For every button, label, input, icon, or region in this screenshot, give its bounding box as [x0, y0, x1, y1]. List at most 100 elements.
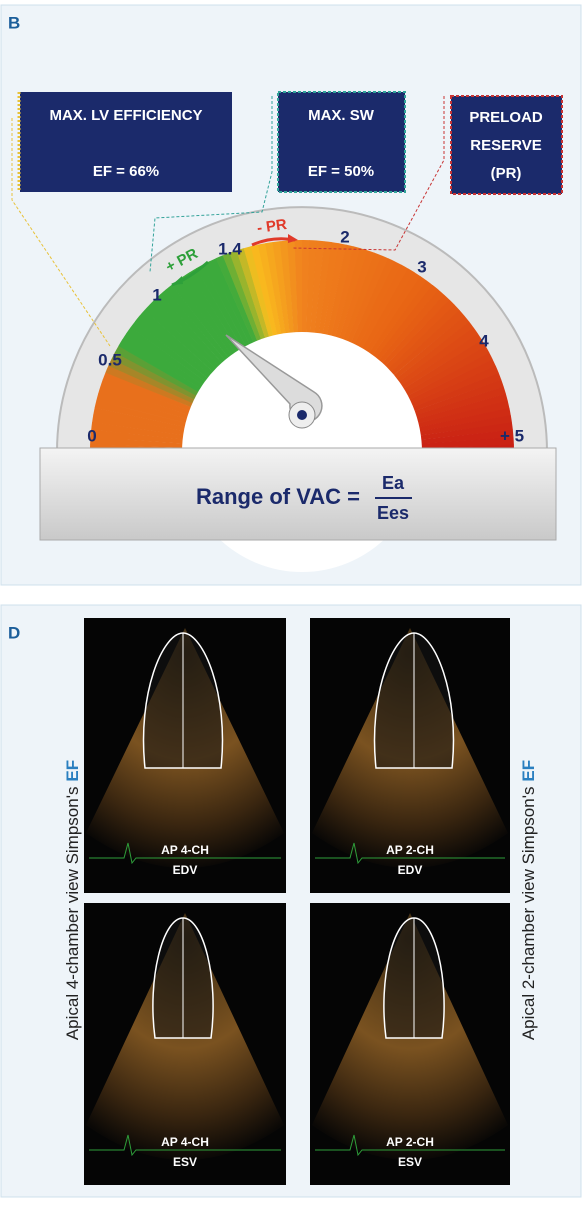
ecg [89, 1134, 281, 1157]
band-segment [114, 345, 200, 397]
band-segment [91, 422, 186, 440]
band-segment [417, 407, 511, 432]
band-segment [154, 294, 224, 368]
box-text: PRELOAD [469, 109, 543, 126]
band-segment [139, 309, 215, 377]
band-segment [342, 252, 382, 343]
band-segment [418, 415, 512, 436]
band-segment [384, 299, 455, 371]
band-segment [371, 280, 433, 360]
band-segment [330, 246, 361, 339]
box-text: EF = 66% [93, 163, 159, 180]
caption-text: Apical 4-chamber view Simpson's [63, 787, 82, 1041]
band-segment [92, 414, 186, 436]
phase-label: ESV [398, 1155, 422, 1169]
band-segment [144, 304, 218, 373]
box [20, 92, 232, 192]
band-segment [257, 243, 282, 337]
band-segment [236, 248, 270, 340]
gauge-label: 2 [340, 227, 349, 246]
arrow-head [172, 276, 183, 285]
band-segment [108, 358, 196, 404]
connector [11, 118, 111, 347]
band-segment [149, 299, 221, 370]
box [277, 91, 406, 193]
band-segment [250, 244, 278, 338]
band-segment [377, 289, 445, 365]
band-segment [122, 333, 205, 390]
band-segment [90, 436, 185, 448]
view-label: AP 4-CH [161, 1135, 209, 1149]
band-segment [361, 268, 415, 352]
view-label: AP 2-CH [386, 1135, 434, 1149]
band-segment [386, 304, 460, 374]
band-segment [346, 255, 389, 345]
gauge-label: 0 [87, 426, 96, 445]
band-segment [353, 261, 402, 348]
band-segment [397, 327, 478, 387]
band-segment [183, 272, 240, 355]
band-segment [118, 339, 202, 393]
band-segment [368, 276, 427, 357]
band-segment [389, 310, 465, 377]
band-segment [334, 248, 368, 340]
gauge-label: 3 [417, 257, 426, 276]
panel-label: D [8, 623, 20, 642]
band-segment [408, 359, 496, 405]
needle-dot [297, 410, 307, 420]
ecg [89, 842, 281, 865]
band-segment [189, 268, 244, 352]
band-segment [98, 386, 190, 420]
ecg [315, 1134, 505, 1157]
band-segment [294, 239, 303, 335]
band-segment [414, 386, 506, 420]
band-segment [160, 289, 227, 365]
caption-text: Apical 2-chamber view Simpson's [519, 787, 538, 1041]
band-segment [196, 264, 247, 350]
band-segment [310, 240, 325, 335]
band-segment [100, 379, 192, 416]
band-segment [326, 244, 354, 338]
arrow-head [288, 234, 298, 243]
band-segment [105, 365, 195, 408]
ecg [315, 842, 505, 865]
band-segment [338, 250, 375, 342]
band-segment [93, 407, 187, 432]
band-segment [306, 240, 318, 335]
minus-pr: - PR [256, 216, 288, 237]
view-label: AP 2-CH [386, 843, 434, 857]
band-segment [102, 372, 193, 412]
band-segment [322, 243, 347, 337]
band-segment [111, 352, 198, 401]
formula-denominator: Ees [377, 503, 409, 523]
band-segment [419, 437, 514, 449]
band-segment [130, 321, 210, 383]
band-segment [399, 333, 482, 390]
band-segment [96, 393, 189, 424]
band-segment [411, 372, 502, 412]
band-segment [357, 264, 409, 350]
band-segment [265, 242, 286, 336]
box [450, 95, 563, 195]
left-caption: Apical 4-chamber view Simpson's EF [63, 760, 82, 1040]
band-segment [418, 422, 513, 440]
band-segment [222, 252, 262, 343]
gauge-label: + 5 [500, 426, 524, 445]
band-segment [209, 258, 255, 346]
box-text: RESERVE [470, 137, 541, 154]
gauge-label: 4 [479, 331, 489, 350]
caption-highlight: EF [63, 760, 82, 782]
band-segment [243, 246, 274, 339]
formula-text: Range of VAC = [196, 484, 360, 509]
connector [291, 96, 445, 251]
gauge-label: 1.4 [218, 239, 242, 258]
band-segment [171, 280, 233, 359]
box-text: MAX. SW [308, 107, 375, 124]
band-segment [381, 294, 450, 368]
band-segment [404, 346, 490, 397]
band-segment [165, 284, 230, 362]
phase-label: EDV [398, 863, 423, 877]
band-segment [412, 379, 504, 416]
band-segment [415, 393, 508, 424]
